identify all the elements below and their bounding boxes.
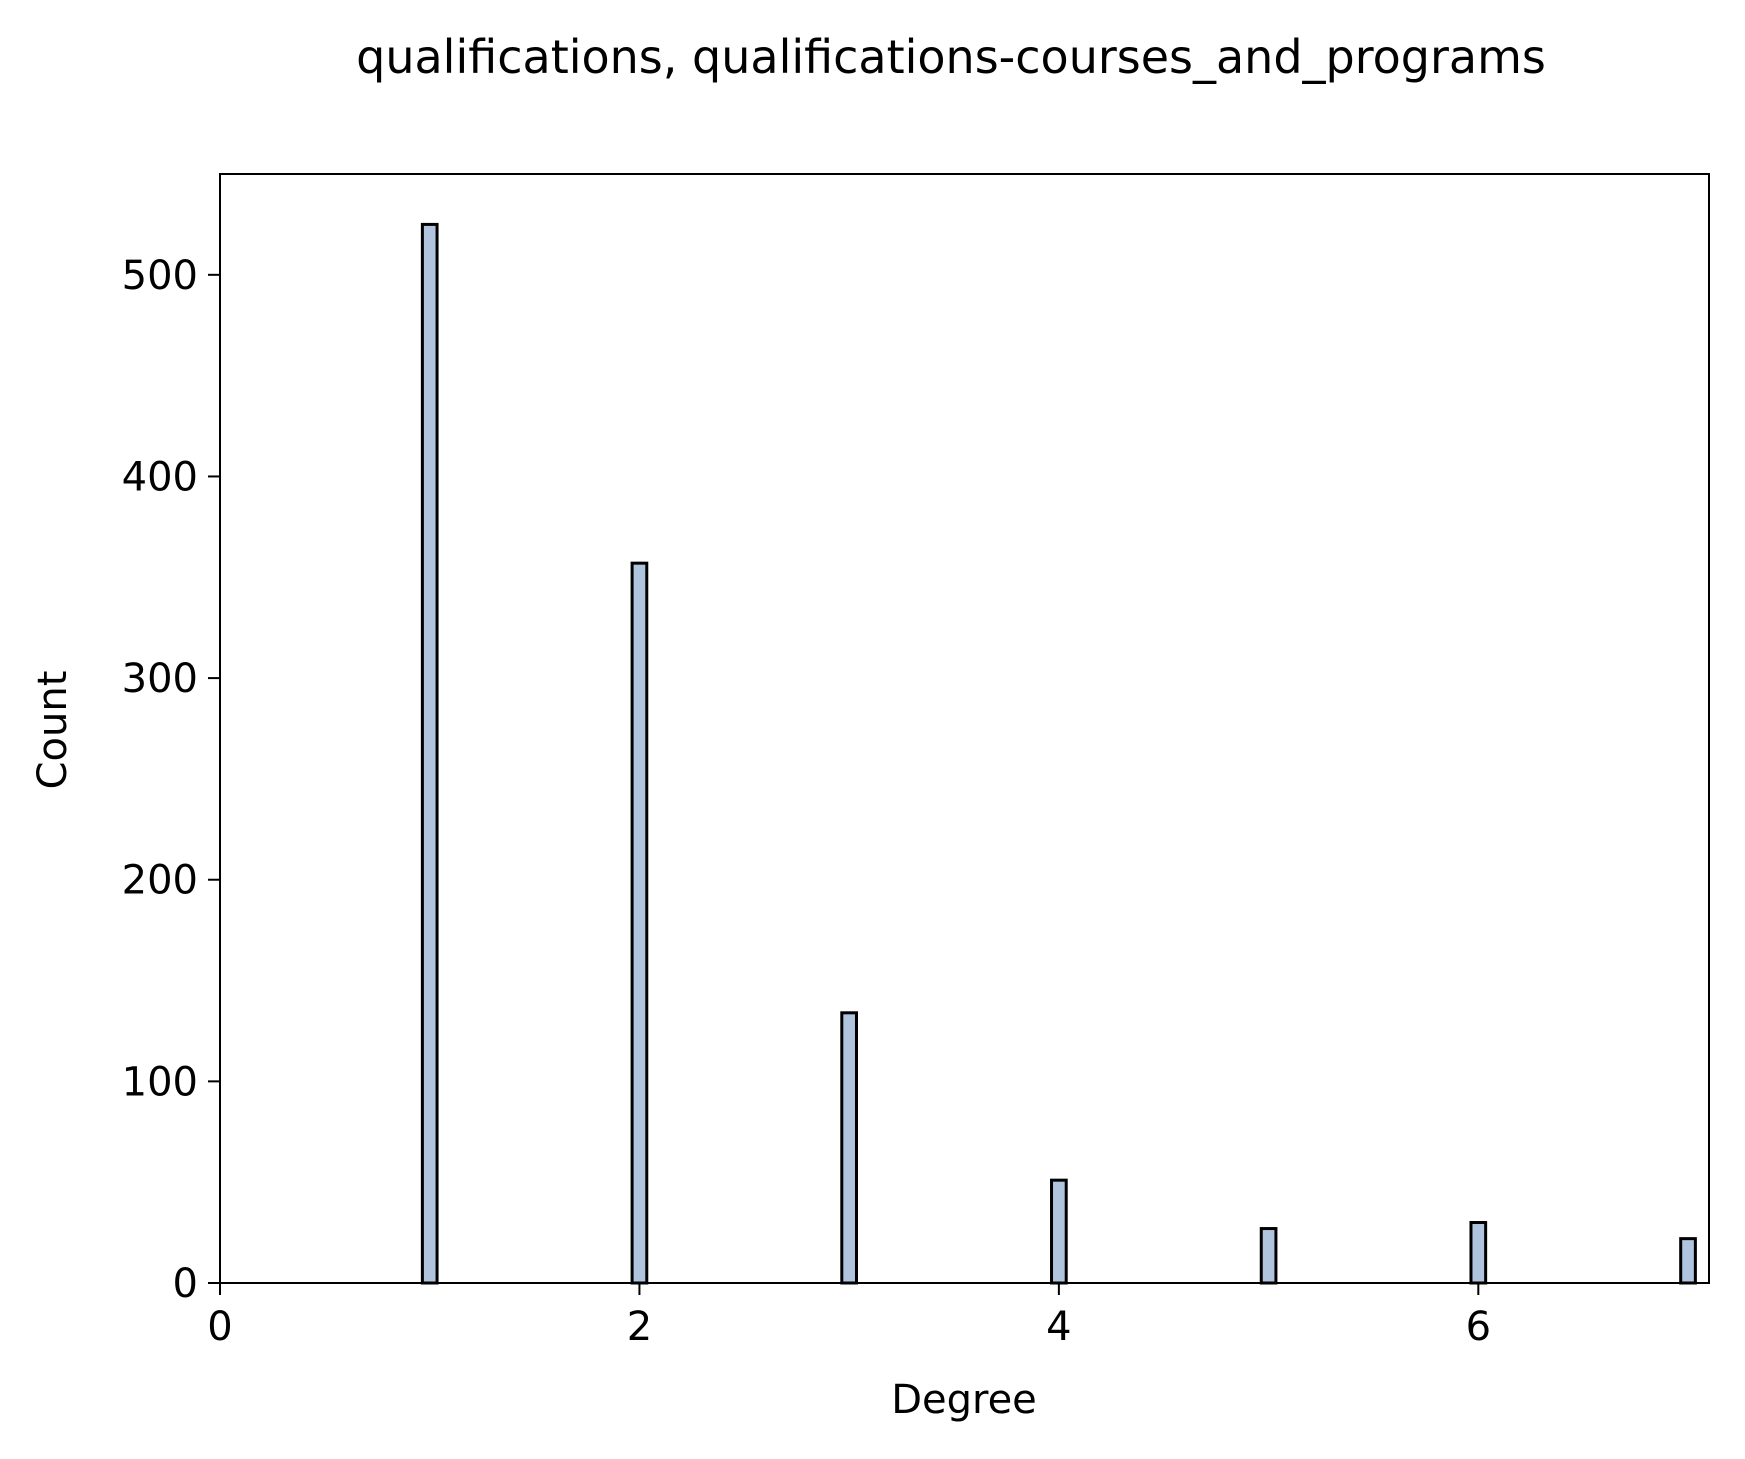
x-tick-label: 0 bbox=[207, 1304, 232, 1350]
bar-degree-5 bbox=[1259, 1227, 1278, 1285]
y-tick-label: 0 bbox=[173, 1261, 198, 1307]
x-tick-label: 6 bbox=[1466, 1304, 1491, 1350]
x-tick-label: 4 bbox=[1046, 1304, 1071, 1350]
bars-group bbox=[220, 222, 1709, 1285]
y-tick-label: 300 bbox=[122, 656, 198, 702]
plot-area-frame bbox=[219, 173, 1710, 1284]
y-tick-label: 400 bbox=[122, 454, 198, 500]
y-tick-label: 500 bbox=[122, 253, 198, 299]
bar-degree-4 bbox=[1050, 1178, 1068, 1285]
y-tick-label: 200 bbox=[122, 858, 198, 904]
y-axis-ticks: 0 100 200 300 400 500 bbox=[122, 253, 220, 1307]
bar-degree-2 bbox=[630, 561, 649, 1285]
x-tick-label: 2 bbox=[627, 1304, 652, 1350]
chart-title: qualifications, qualifications-courses_a… bbox=[356, 30, 1546, 84]
x-axis-label: Degree bbox=[891, 1377, 1037, 1423]
x-axis-ticks: 0 2 4 6 bbox=[207, 1283, 1491, 1350]
y-axis-label: Count bbox=[30, 671, 76, 790]
bar-degree-7 bbox=[1679, 1237, 1697, 1285]
bar-degree-6 bbox=[1469, 1221, 1488, 1285]
bar-degree-1 bbox=[420, 222, 439, 1285]
bar-degree-3 bbox=[840, 1011, 858, 1285]
y-tick-label: 100 bbox=[122, 1059, 198, 1105]
